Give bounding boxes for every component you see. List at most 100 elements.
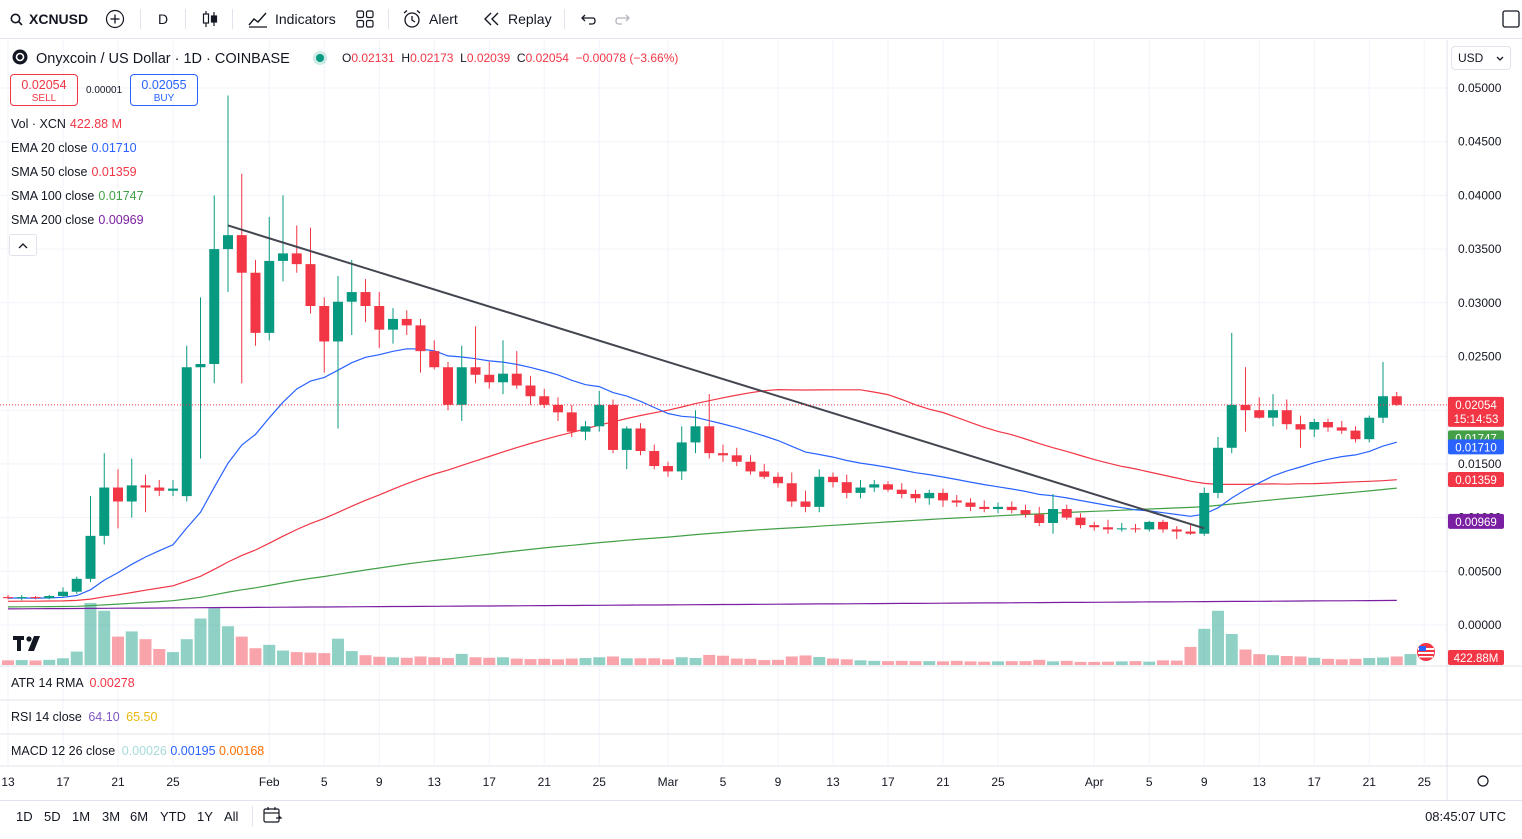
time-tick-label: 9 (775, 775, 782, 789)
range-1d[interactable]: 1D (16, 801, 33, 831)
toolbar-divider (564, 9, 565, 29)
indicators-label: Indicators (275, 11, 336, 27)
range-label: 1D (16, 808, 33, 824)
volume-bar (689, 658, 702, 665)
legend-sma100[interactable]: SMA 100 close 0.01747 (11, 189, 144, 203)
volume-bar (607, 656, 619, 665)
chart-header: Onyxcoin / US Dollar · 1D · COINBASE (12, 49, 324, 69)
date-range-button[interactable] (263, 801, 283, 831)
volume-bar (813, 656, 826, 665)
macd-name: MACD 12 26 close (11, 744, 116, 758)
candle-body (236, 235, 247, 273)
volume-bar (1047, 661, 1059, 665)
sma50-badge (1448, 472, 1504, 488)
chart-area[interactable]: 0.05000 0.04500 0.04000 0.03500 0.03000 0.025… (0, 40, 1522, 800)
sma200-badge (1448, 513, 1504, 529)
range-5d[interactable]: 5D (44, 801, 61, 831)
currency-select[interactable]: USD (1451, 46, 1511, 70)
price-chart[interactable]: 0.05000 0.04500 0.04000 0.03500 0.03000 0.025… (0, 40, 1522, 800)
candle-body (745, 461, 756, 472)
alarm-clock-icon (402, 9, 422, 29)
legend-volume[interactable]: Vol · XCN 422.88 M (11, 117, 122, 131)
range-all[interactable]: All (224, 801, 238, 831)
volume-bar (497, 657, 509, 665)
low-value: 0.02039 (466, 51, 511, 65)
last-price-badge-text: 0.02054 (1455, 400, 1497, 412)
interval-button[interactable]: D (158, 0, 168, 38)
candle-body (388, 318, 398, 330)
time-tick-label: 5 (321, 775, 328, 789)
symbol-search[interactable]: XCNUSD (10, 0, 88, 38)
time-tick-label: 5 (1146, 775, 1153, 789)
time-tick-label: 13 (1253, 775, 1267, 789)
candle-body (1034, 514, 1045, 523)
fullscreen-button[interactable] (1502, 0, 1520, 38)
volume-bar (263, 644, 276, 665)
redo-button[interactable] (615, 0, 633, 38)
range-3m[interactable]: 3M (102, 801, 120, 831)
replay-button[interactable]: Replay (483, 0, 552, 38)
candle-body (319, 306, 330, 342)
volume-bar (1377, 657, 1389, 665)
utc-clock[interactable]: 08:45:07 UTC (1425, 801, 1506, 831)
volume-bar (579, 658, 592, 665)
rewind-icon (483, 12, 501, 26)
chart-type-button[interactable] (201, 0, 219, 38)
chart-title: Onyxcoin / US Dollar · 1D · COINBASE (36, 51, 290, 67)
volume-bar (620, 658, 633, 665)
alert-button[interactable]: Alert (402, 0, 458, 38)
collapse-legend-button[interactable] (9, 234, 37, 256)
candle-body (621, 428, 632, 450)
macd-label[interactable]: MACD 12 26 close 0.00026 0.00195 0.00168 (11, 744, 264, 758)
range-1m[interactable]: 1M (72, 801, 90, 831)
volume-bar (772, 659, 784, 665)
time-tick-label: 21 (538, 775, 552, 789)
indicators-button[interactable]: Indicators (248, 0, 336, 38)
candle-series (3, 95, 1402, 601)
candle-body (195, 364, 206, 368)
candle-body (1075, 517, 1086, 526)
time-tick-label: 9 (376, 775, 383, 789)
volume-bar (524, 659, 537, 665)
volume-bar (1280, 655, 1293, 665)
legend-name: SMA 100 close (11, 189, 95, 203)
buy-button[interactable]: 0.02055 BUY (130, 74, 198, 106)
candle-body (181, 367, 192, 497)
range-ytd[interactable]: YTD (160, 801, 186, 831)
candle-body (333, 301, 343, 342)
compare-button[interactable] (105, 0, 125, 38)
volume-bar (882, 661, 894, 665)
candle-body (580, 426, 591, 432)
atr-name: ATR 14 RMA (11, 676, 84, 690)
range-1y[interactable]: 1Y (197, 801, 213, 831)
range-6m[interactable]: 6M (130, 801, 148, 831)
volume-bar (1322, 658, 1334, 665)
volume-bar (950, 660, 963, 665)
close-value: 0.02054 (525, 51, 569, 65)
volume-bar (909, 661, 922, 665)
legend-sma200[interactable]: SMA 200 close 0.00969 (11, 213, 144, 227)
volume-bar (1253, 654, 1266, 665)
undo-button[interactable] (578, 0, 596, 38)
atr-label[interactable]: ATR 14 RMA 0.00278 (11, 676, 135, 690)
candle-body (58, 591, 68, 597)
candle-body (910, 493, 921, 499)
legend-ema20[interactable]: EMA 20 close 0.01710 (11, 141, 137, 155)
market-status-dot (315, 54, 324, 62)
volume-bar (373, 656, 386, 665)
price-tick-label: 0.00000 (1458, 618, 1502, 632)
volume-bar (167, 652, 179, 665)
volume-bar (799, 655, 812, 665)
range-label: 5D (44, 808, 61, 824)
rsi-label[interactable]: RSI 14 close 64.10 65.50 (11, 710, 157, 724)
candle-body (773, 476, 783, 484)
volume-bar (1404, 654, 1417, 665)
candle-body (1378, 396, 1388, 418)
volume-bar (1033, 659, 1046, 665)
legend-sma50[interactable]: SMA 50 close 0.01359 (11, 165, 137, 179)
range-label: 1M (72, 808, 91, 824)
sell-button[interactable]: 0.02054 SELL (10, 74, 78, 106)
volume-bar (992, 661, 1004, 665)
layouts-button[interactable] (356, 0, 374, 38)
candle-body (360, 292, 371, 307)
